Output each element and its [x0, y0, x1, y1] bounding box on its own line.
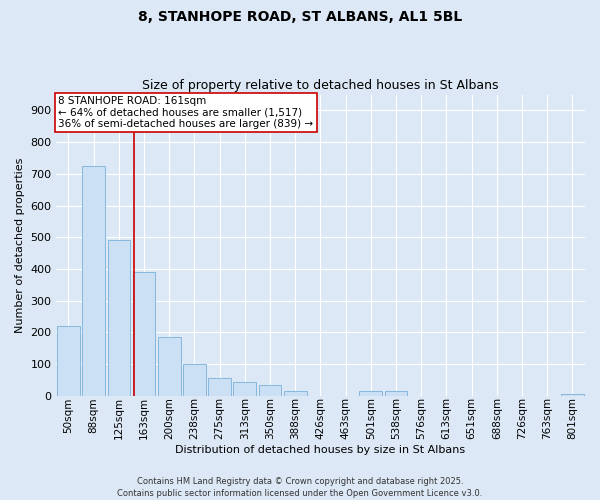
Bar: [183, 364, 206, 396]
Bar: [107, 240, 130, 396]
Bar: [259, 385, 281, 396]
Bar: [284, 391, 307, 396]
Bar: [385, 391, 407, 396]
X-axis label: Distribution of detached houses by size in St Albans: Distribution of detached houses by size …: [175, 445, 466, 455]
Bar: [82, 166, 105, 396]
Bar: [359, 391, 382, 396]
Text: 8 STANHOPE ROAD: 161sqm
← 64% of detached houses are smaller (1,517)
36% of semi: 8 STANHOPE ROAD: 161sqm ← 64% of detache…: [58, 96, 314, 130]
Text: Contains HM Land Registry data © Crown copyright and database right 2025.
Contai: Contains HM Land Registry data © Crown c…: [118, 476, 482, 498]
Text: 8, STANHOPE ROAD, ST ALBANS, AL1 5BL: 8, STANHOPE ROAD, ST ALBANS, AL1 5BL: [138, 10, 462, 24]
Y-axis label: Number of detached properties: Number of detached properties: [15, 158, 25, 333]
Bar: [133, 272, 155, 396]
Bar: [561, 394, 584, 396]
Bar: [233, 382, 256, 396]
Bar: [57, 326, 80, 396]
Bar: [158, 337, 181, 396]
Bar: [208, 378, 231, 396]
Title: Size of property relative to detached houses in St Albans: Size of property relative to detached ho…: [142, 79, 499, 92]
